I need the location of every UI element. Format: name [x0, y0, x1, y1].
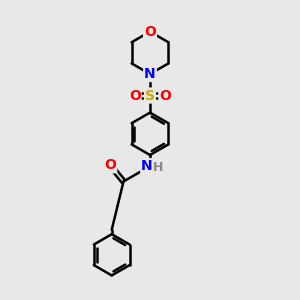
Text: N: N — [144, 67, 156, 81]
Text: O: O — [129, 88, 141, 103]
Text: H: H — [153, 161, 164, 174]
Text: N: N — [141, 159, 153, 173]
Text: O: O — [104, 158, 116, 172]
Text: O: O — [144, 25, 156, 39]
Text: O: O — [159, 88, 171, 103]
Text: S: S — [145, 88, 155, 103]
